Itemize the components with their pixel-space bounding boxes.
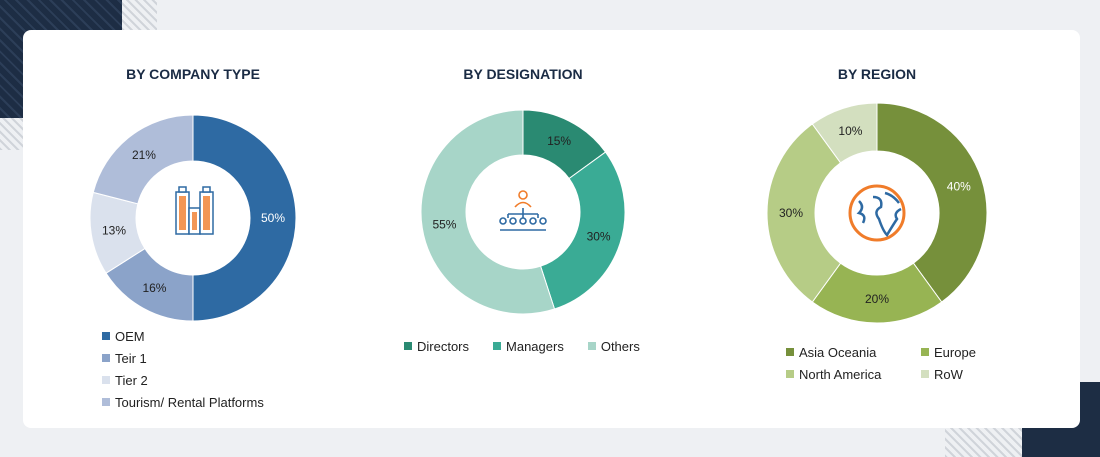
chart-title-region: BY REGION: [837, 66, 917, 82]
legend-item: Asia Oceania: [786, 341, 921, 363]
legend-label: Managers: [506, 338, 564, 354]
legend-item: OEM: [102, 325, 264, 347]
legend-item: North America: [786, 363, 921, 385]
legend-item: Others: [587, 335, 640, 357]
legend-label: OEM: [115, 328, 145, 344]
decor-hatch: [945, 428, 1022, 457]
legend-item: Directors: [404, 335, 469, 357]
legend-item: RoW: [921, 363, 1021, 385]
legend-swatch: [493, 342, 502, 350]
data-label: 30%: [587, 230, 611, 244]
legend-swatch: [921, 348, 929, 356]
legend-swatch: [102, 354, 110, 362]
legend-item: Europe: [921, 341, 1021, 363]
data-label: 16%: [142, 281, 166, 295]
data-label: 30%: [779, 206, 803, 220]
donut-slice-managers: [539, 151, 626, 310]
data-label: 55%: [432, 217, 456, 231]
legend-swatch: [404, 342, 412, 350]
legend-label: Directors: [417, 338, 470, 354]
data-label: 50%: [261, 211, 285, 225]
donut-slice-north-america: [766, 123, 842, 303]
donut-slice-oem: [192, 114, 297, 322]
legend-company-type: OEM Teir 1 Tier 2 Tourism/ Rental Platforms: [102, 325, 264, 413]
legend-swatch: [102, 332, 110, 340]
legend-swatch: [786, 370, 794, 378]
legend-swatch: [102, 398, 110, 406]
data-label: 40%: [947, 179, 971, 193]
data-label: 15%: [547, 134, 571, 148]
legend-item: Tier 2: [102, 369, 264, 391]
legend-swatch: [786, 348, 794, 356]
data-label: 21%: [132, 148, 156, 162]
legend-swatch: [102, 376, 110, 384]
legend-label: Asia Oceania: [799, 344, 877, 360]
chart-title-company-type: BY COMPANY TYPE: [126, 66, 260, 82]
donut-slice-asia-oceania: [876, 102, 988, 303]
data-label: 10%: [838, 124, 862, 138]
legend-swatch: [587, 342, 596, 350]
data-label: 20%: [865, 292, 889, 306]
legend-label: North America: [799, 366, 882, 382]
legend-label: Others: [600, 338, 640, 354]
buildings-icon: [175, 186, 214, 235]
donut-slice-row: [811, 102, 878, 164]
legend-swatch: [921, 370, 929, 378]
chart-title-designation: BY DESIGNATION: [463, 66, 583, 82]
donut-slice-tourism-rental-platforms: [92, 114, 194, 205]
legend-item: Teir 1: [102, 347, 264, 369]
legend-label: Tourism/ Rental Platforms: [115, 394, 264, 410]
legend-label: Teir 1: [115, 350, 147, 366]
legend-region: Asia Oceania Europe North America RoW: [786, 341, 1021, 385]
legend-item: Tourism/ Rental Platforms: [102, 391, 264, 413]
globe-icon: [848, 184, 906, 242]
decor-hatch: [0, 118, 24, 150]
legend-label: RoW: [934, 366, 963, 382]
org-chart-people-icon: [499, 190, 547, 231]
legend-designation: Directors Managers Others: [404, 335, 640, 357]
legend-label: Tier 2: [115, 372, 148, 388]
data-label: 13%: [102, 224, 126, 238]
donut-slice-others: [420, 109, 556, 315]
decor-hatch: [122, 0, 157, 30]
legend-label: Europe: [934, 344, 976, 360]
legend-item: Managers: [493, 335, 564, 357]
